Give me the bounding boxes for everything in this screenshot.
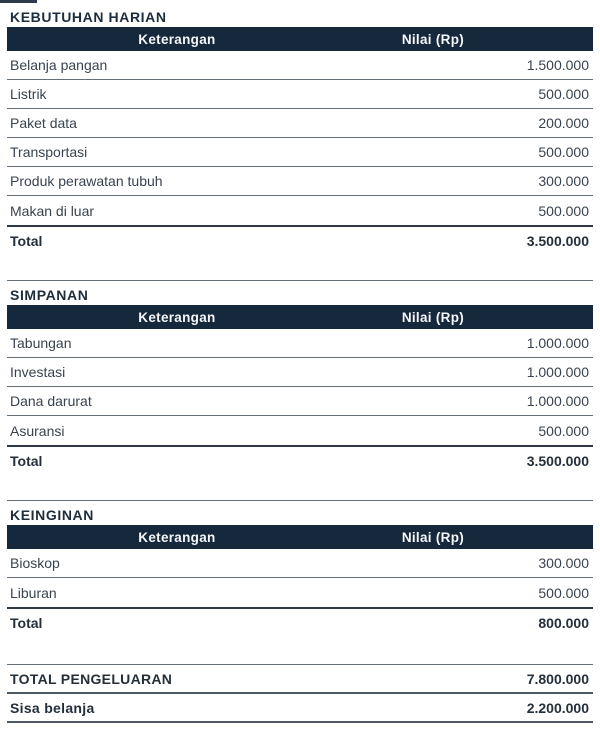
summary-label: Sisa belanja (10, 699, 95, 716)
table-rows: Bioskop 300.000 Liburan 500.000 (7, 549, 593, 607)
row-value: 500.000 (538, 86, 589, 102)
table-row: Transportasi 500.000 (7, 138, 593, 167)
total-row: Total 800.000 (7, 607, 593, 637)
column-header-keterangan: Keterangan (138, 529, 216, 545)
table-row: Belanja pangan 1.500.000 (7, 51, 593, 80)
row-value: 500.000 (538, 584, 589, 601)
row-value: 200.000 (538, 115, 589, 131)
row-label: Liburan (10, 584, 57, 601)
total-label: Total (10, 453, 43, 469)
column-header-nilai: Nilai (Rp) (401, 31, 465, 47)
table-row: Bioskop 300.000 (7, 549, 593, 578)
total-value: 800.000 (538, 615, 589, 631)
total-value: 3.500.000 (526, 233, 589, 249)
table-row: Tabungan 1.000.000 (7, 329, 593, 358)
table-row: Asuransi 500.000 (7, 416, 593, 445)
section-title: SIMPANAN (10, 287, 89, 303)
table-row: Paket data 200.000 (7, 109, 593, 138)
total-row: Total 3.500.000 (7, 445, 593, 475)
row-value: 300.000 (538, 173, 589, 189)
row-label: Transportasi (10, 144, 88, 160)
row-value: 1.000.000 (526, 393, 589, 409)
table-header: Keterangan Nilai (Rp) (7, 27, 593, 51)
table-header: Keterangan Nilai (Rp) (7, 305, 593, 329)
section-kebutuhan-harian: KEBUTUHAN HARIAN Keterangan Nilai (Rp) B… (7, 5, 593, 255)
table-row: Dana darurat 1.000.000 (7, 387, 593, 416)
section-title: KEINGINAN (10, 507, 94, 523)
row-label: Dana darurat (10, 393, 92, 409)
row-value: 300.000 (538, 555, 589, 571)
summary-label: TOTAL PENGELUARAN (10, 670, 173, 687)
row-value: 1.000.000 (526, 335, 589, 351)
total-row: Total 3.500.000 (7, 225, 593, 255)
table-rows: Tabungan 1.000.000 Investasi 1.000.000 D… (7, 329, 593, 445)
section-title: KEBUTUHAN HARIAN (10, 9, 167, 25)
row-value: 500.000 (538, 202, 589, 219)
row-value: 1.500.000 (526, 57, 589, 73)
row-label: Asuransi (10, 422, 65, 439)
row-label: Bioskop (10, 555, 60, 571)
summary-row-sisa-belanja: Sisa belanja 2.200.000 (7, 694, 593, 723)
row-label: Paket data (10, 115, 77, 131)
table-rows: Belanja pangan 1.500.000 Listrik 500.000… (7, 51, 593, 225)
column-header-keterangan: Keterangan (138, 309, 216, 325)
summary-value: 7.800.000 (526, 670, 589, 687)
table-row: Listrik 500.000 (7, 80, 593, 109)
row-label: Tabungan (10, 335, 72, 351)
column-header-nilai: Nilai (Rp) (401, 529, 465, 545)
section-simpanan: SIMPANAN Keterangan Nilai (Rp) Tabungan … (7, 280, 593, 475)
row-label: Belanja pangan (10, 57, 108, 73)
summary-row-total-pengeluaran: TOTAL PENGELUARAN 7.800.000 (7, 665, 593, 694)
row-value: 500.000 (538, 144, 589, 160)
row-label: Listrik (10, 86, 47, 102)
row-label: Produk perawatan tubuh (10, 173, 163, 189)
summary-value: 2.200.000 (526, 699, 589, 716)
row-label: Investasi (10, 364, 66, 380)
row-label: Makan di luar (10, 202, 95, 219)
total-label: Total (10, 615, 43, 631)
summary-block: TOTAL PENGELUARAN 7.800.000 Sisa belanja… (7, 664, 593, 723)
table-row: Investasi 1.000.000 (7, 358, 593, 387)
section-keinginan: KEINGINAN Keterangan Nilai (Rp) Bioskop … (7, 500, 593, 637)
row-value: 500.000 (538, 422, 589, 439)
table-row: Makan di luar 500.000 (7, 196, 593, 225)
column-header-keterangan: Keterangan (138, 31, 216, 47)
table-row: Liburan 500.000 (7, 578, 593, 607)
cropped-line-fragment (0, 0, 37, 3)
column-header-nilai: Nilai (Rp) (401, 309, 465, 325)
total-label: Total (10, 233, 43, 249)
table-row: Produk perawatan tubuh 300.000 (7, 167, 593, 196)
total-value: 3.500.000 (526, 453, 589, 469)
table-header: Keterangan Nilai (Rp) (7, 525, 593, 549)
row-value: 1.000.000 (526, 364, 589, 380)
